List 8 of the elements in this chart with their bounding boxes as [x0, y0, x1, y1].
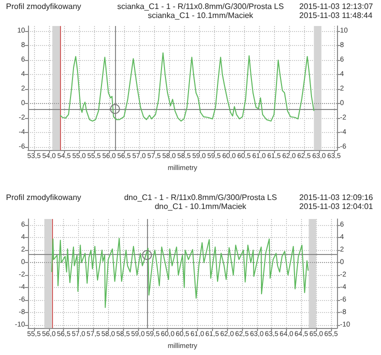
line-series: [60, 52, 314, 122]
chart-subtitle: scianka_C1 - 1 - R/11x0.8mm/G/300/Prosta LS scianka_C1 - 10.1mm/Maciek: [117, 2, 284, 20]
chart-title: Profil zmodyfikowany: [6, 2, 82, 11]
chart-title: Profil zmodyfikowany: [6, 193, 82, 202]
text: 2015-11-03 12:13:07 2015-11-03 11:48:44: [299, 2, 373, 20]
line-series: [51, 238, 309, 308]
chart-subtitle: dno_C1 - 1 - R/11x0.8mm/G/300/Prosta LS dno_C1 - 10.1mm/Maciek: [124, 193, 277, 211]
text: 2015-11-03 12:09:16 2015-11-03 12:04:01: [299, 193, 373, 211]
